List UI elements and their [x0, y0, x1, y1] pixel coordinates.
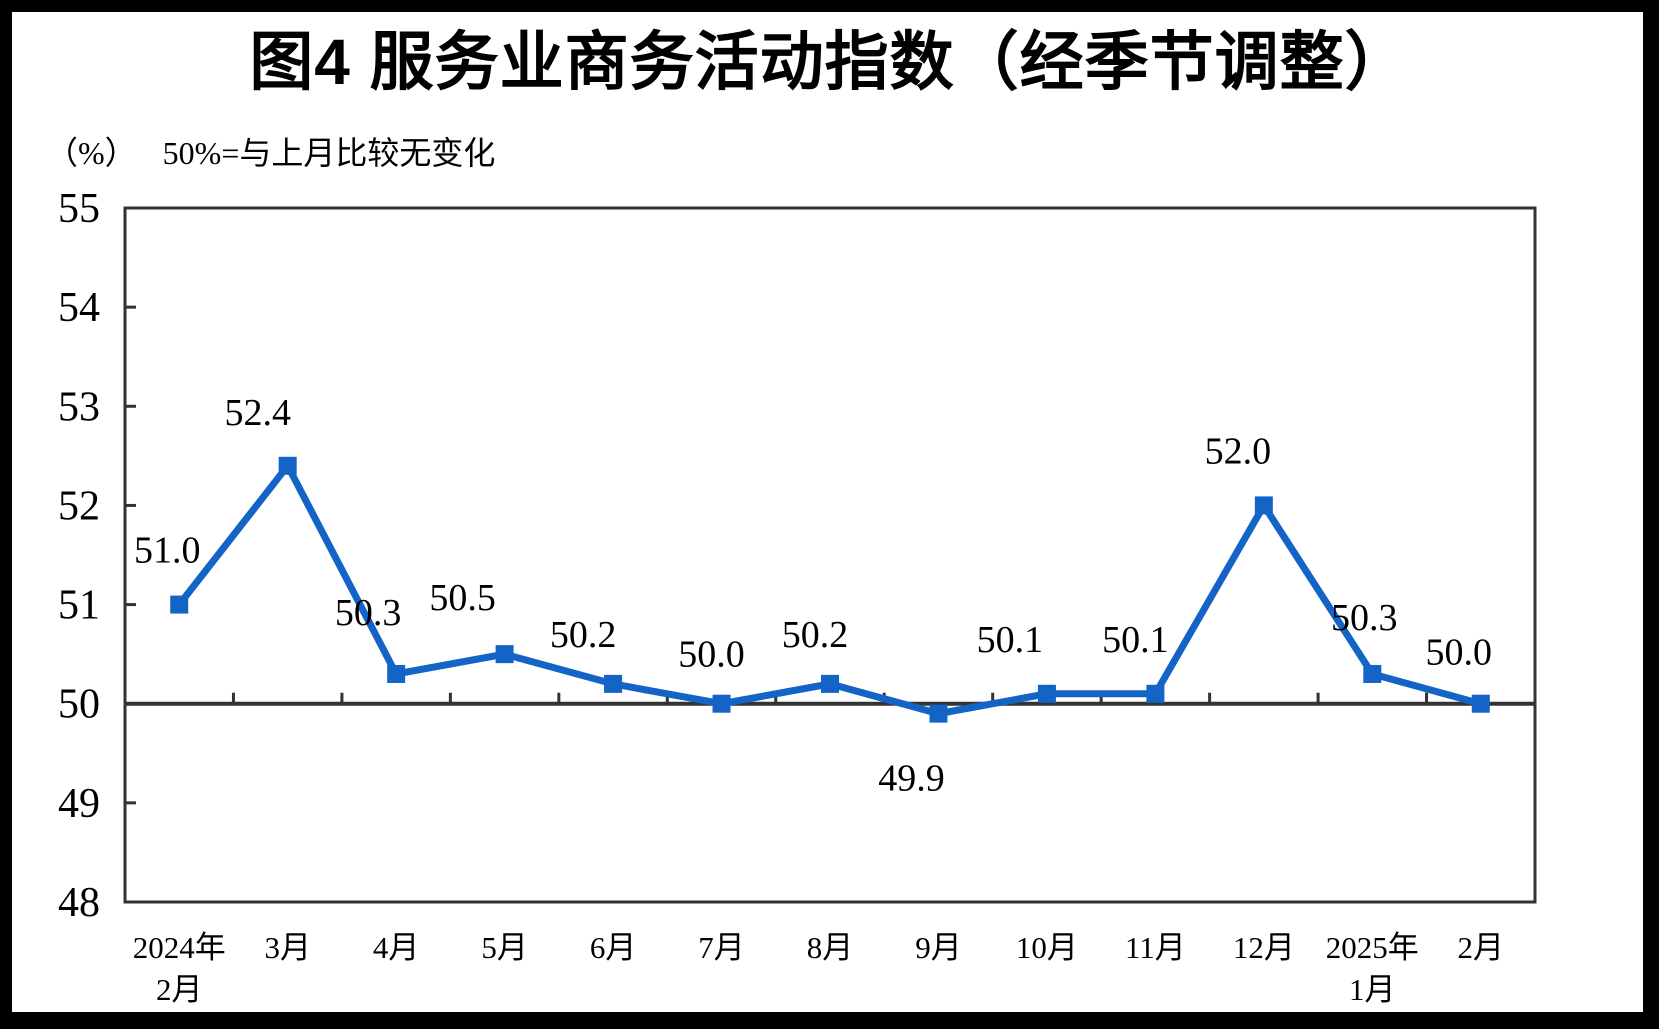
y-axis-tick-label: 54 — [58, 285, 100, 331]
frame-border-bottom — [0, 1012, 1659, 1029]
x-axis-category-line: 11月 — [1125, 930, 1186, 965]
data-point-label: 50.3 — [1331, 597, 1398, 639]
data-point-marker — [929, 704, 948, 723]
x-axis-category-line: 3月 — [264, 930, 311, 965]
frame-border-top — [0, 0, 1659, 12]
plot-border — [123, 206, 1537, 904]
x-axis-category-line: 5月 — [481, 930, 528, 965]
x-axis-category-label: 6月 — [590, 930, 637, 965]
y-axis-tick-label: 49 — [58, 781, 100, 827]
data-point-marker — [1037, 684, 1056, 703]
x-axis-category-label: 2024年 2月 — [133, 930, 226, 1007]
x-axis-category-line: 2月 — [1458, 930, 1505, 965]
y-axis-tick-label: 52 — [58, 483, 100, 529]
x-axis-category-label: 8月 — [807, 930, 854, 965]
data-point-marker — [1471, 694, 1490, 713]
x-axis-category-label: 3月 — [264, 930, 311, 965]
chart-subtitle: （%） 50%=与上月比较无变化 — [46, 134, 495, 172]
data-point-marker — [604, 674, 623, 693]
data-point-label: 50.5 — [429, 577, 496, 619]
data-point-label: 50.0 — [1426, 632, 1493, 674]
x-axis-category-label: 12月 — [1233, 930, 1295, 965]
x-axis-category-label: 9月 — [915, 930, 962, 965]
x-axis-category-line: 1月 — [1349, 972, 1396, 1007]
data-point-label: 50.1 — [1102, 619, 1169, 661]
y-axis-tick-label: 51 — [58, 583, 100, 629]
x-axis-category-line: 2月 — [156, 972, 203, 1007]
x-axis-category-label: 4月 — [373, 930, 420, 965]
x-axis-category-line: 6月 — [590, 930, 637, 965]
x-axis-category-label: 10月 — [1016, 930, 1078, 965]
x-axis-category-line: 7月 — [698, 930, 745, 965]
y-axis-tick-label: 50 — [58, 682, 100, 728]
data-point-label: 50.2 — [782, 614, 849, 656]
data-point-marker — [1254, 496, 1273, 515]
data-point-marker — [712, 694, 731, 713]
data-point-label: 50.1 — [977, 619, 1044, 661]
x-axis-category-line: 2024年 — [133, 930, 226, 965]
x-axis-category-line: 8月 — [807, 930, 854, 965]
x-axis-category-label: 2月 — [1458, 930, 1505, 965]
frame-border-left — [0, 0, 12, 1029]
data-point-label: 51.0 — [134, 530, 201, 572]
x-axis-category-line: 12月 — [1233, 930, 1295, 965]
x-axis-category-line: 9月 — [915, 930, 962, 965]
data-point-marker — [821, 674, 839, 693]
data-point-label: 50.3 — [335, 592, 402, 634]
data-point-label: 50.0 — [678, 634, 745, 676]
data-point-marker — [495, 645, 514, 664]
y-axis-tick-label: 53 — [58, 384, 100, 430]
x-axis-category-label: 11月 — [1125, 930, 1186, 965]
y-axis-unit-label: （%） — [46, 135, 137, 171]
x-axis-category-label: 5月 — [481, 930, 528, 965]
frame-border-right — [1643, 0, 1659, 1029]
data-point-marker — [278, 456, 297, 475]
x-axis-category-label: 2025年 1月 — [1326, 930, 1419, 1007]
y-axis-tick-label: 48 — [58, 880, 100, 926]
data-point-marker — [1363, 664, 1382, 683]
data-point-marker — [170, 595, 189, 614]
x-axis-category-line: 2025年 — [1326, 930, 1419, 965]
data-point-label: 49.9 — [878, 758, 945, 800]
x-axis-category-line: 4月 — [373, 930, 420, 965]
baseline-note: 50%=与上月比较无变化 — [162, 135, 496, 171]
x-axis-category-label: 7月 — [698, 930, 745, 965]
data-point-marker — [387, 664, 406, 683]
data-point-marker — [1146, 684, 1165, 703]
data-point-label: 52.4 — [224, 392, 291, 434]
chart-title: 图4 服务业商务活动指数（经季节调整） — [249, 26, 1410, 98]
y-axis-tick-label: 55 — [58, 186, 100, 232]
data-point-label: 50.2 — [550, 614, 617, 656]
x-axis-category-line: 10月 — [1016, 930, 1078, 965]
data-point-label: 52.0 — [1205, 430, 1272, 472]
